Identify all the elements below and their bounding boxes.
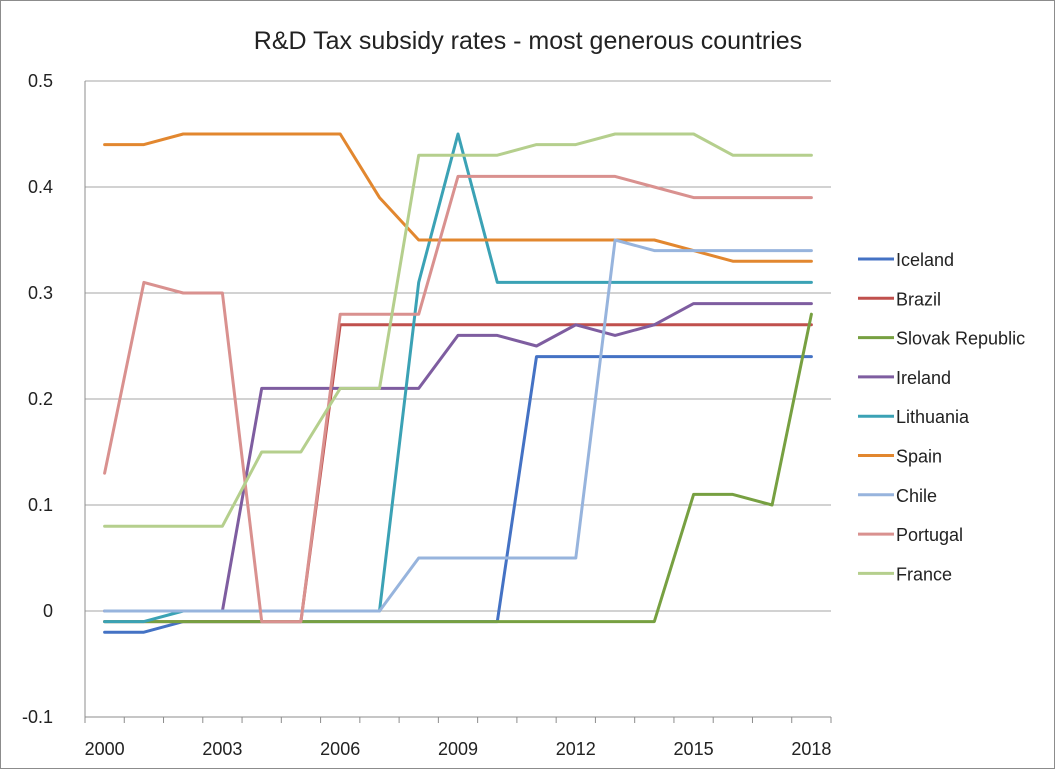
axes (84, 81, 832, 723)
series-lines (103, 132, 813, 634)
series-line-ireland (103, 302, 813, 613)
y-axis-ticks: -0.1 0 0.1 0.2 0.3 0.4 0.5 (22, 71, 53, 727)
x-tick-label: 2018 (791, 739, 831, 759)
legend-label: Lithuania (896, 407, 970, 427)
legend-label: Chile (896, 486, 937, 506)
x-axis-ticks: 2000 2003 2006 2009 2012 2015 2018 (85, 739, 832, 759)
series-line-france (103, 132, 813, 528)
legend: Iceland Brazil Slovak Republic Ireland Lithu… (858, 250, 1025, 584)
legend-label: Ireland (896, 368, 951, 388)
y-tick-label: 0.2 (28, 389, 53, 409)
series-line-lithuania (103, 132, 813, 624)
series-line-portugal (103, 174, 813, 624)
x-tick-label: 2000 (85, 739, 125, 759)
y-tick-label: -0.1 (22, 707, 53, 727)
x-tick-label: 2012 (556, 739, 596, 759)
legend-label: France (896, 564, 952, 584)
y-tick-label: 0.1 (28, 495, 53, 515)
x-tick-label: 2003 (202, 739, 242, 759)
series-line-slovak-republic (103, 312, 813, 624)
y-tick-label: 0 (43, 601, 53, 621)
legend-label: Brazil (896, 289, 941, 309)
series-line-brazil (103, 323, 813, 624)
y-tick-label: 0.4 (28, 177, 53, 197)
legend-label: Iceland (896, 250, 954, 270)
x-tick-label: 2006 (320, 739, 360, 759)
legend-label: Slovak Republic (896, 329, 1025, 349)
x-tick-label: 2015 (674, 739, 714, 759)
y-tick-label: 0.5 (28, 71, 53, 91)
gridlines (85, 80, 831, 612)
legend-label: Portugal (896, 525, 963, 545)
series-line-chile (103, 238, 813, 613)
y-tick-label: 0.3 (28, 283, 53, 303)
x-tick-label: 2009 (438, 739, 478, 759)
legend-label: Spain (896, 447, 942, 467)
chart-title: R&D Tax subsidy rates - most generous co… (254, 27, 802, 55)
